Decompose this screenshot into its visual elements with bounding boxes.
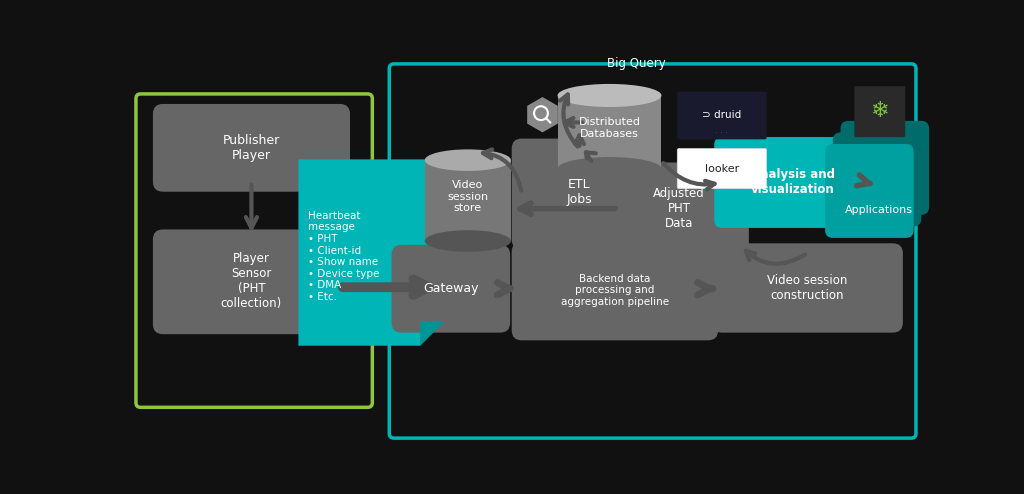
Text: Player
Sensor
(PHT
collection): Player Sensor (PHT collection) [221,252,282,310]
Ellipse shape [557,157,662,180]
Text: ❄: ❄ [870,101,889,121]
FancyBboxPatch shape [714,137,872,228]
Ellipse shape [425,149,511,171]
FancyBboxPatch shape [825,144,913,238]
Text: Applications: Applications [845,205,913,215]
FancyBboxPatch shape [153,229,350,334]
FancyBboxPatch shape [512,139,647,249]
Polygon shape [557,95,662,168]
Text: ETL
Jobs: ETL Jobs [566,178,592,206]
Text: ⊃ druid: ⊃ druid [702,111,741,121]
Text: Heartbeat
message
• PHT
• Client-id
• Show name
• Device type
• DMA
• Etc.: Heartbeat message • PHT • Client-id • Sh… [307,211,379,302]
Text: Gateway: Gateway [423,282,478,295]
Ellipse shape [425,230,511,252]
FancyBboxPatch shape [609,163,749,255]
Polygon shape [298,160,444,346]
FancyBboxPatch shape [854,86,905,137]
Text: Video session
construction: Video session construction [767,274,848,302]
FancyBboxPatch shape [153,104,350,192]
Polygon shape [420,321,444,346]
Ellipse shape [557,84,662,107]
Text: Analysis and
visualization: Analysis and visualization [752,168,836,197]
FancyBboxPatch shape [833,132,922,226]
FancyBboxPatch shape [512,242,718,340]
Polygon shape [425,160,511,241]
Polygon shape [527,97,558,132]
Text: Video
session
store: Video session store [447,180,488,213]
Text: Publisher
Player: Publisher Player [223,134,281,162]
Text: Backend data
processing and
aggregation pipeline: Backend data processing and aggregation … [561,274,669,307]
Text: Distributed
Databases: Distributed Databases [579,118,640,139]
Text: . . .: . . . [716,125,728,135]
FancyBboxPatch shape [712,244,903,332]
Text: Big Query: Big Query [607,57,666,70]
FancyBboxPatch shape [677,149,767,189]
Text: Adjusted
PHT
Data: Adjusted PHT Data [653,187,706,230]
FancyBboxPatch shape [677,91,767,139]
FancyBboxPatch shape [391,245,510,332]
Text: looker: looker [705,164,739,173]
FancyBboxPatch shape [841,121,929,215]
